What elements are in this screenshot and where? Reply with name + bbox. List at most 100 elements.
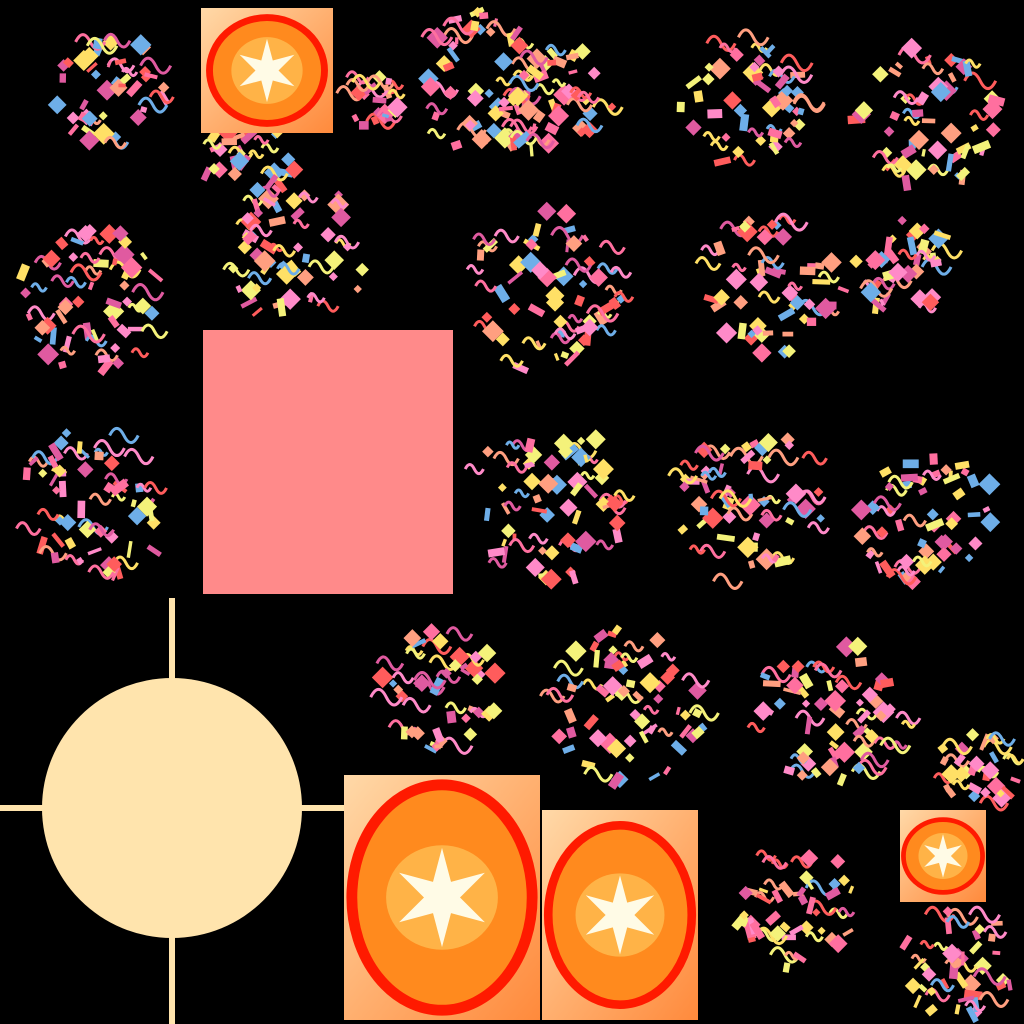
confetti-diamond bbox=[838, 874, 850, 887]
confetti-strip bbox=[797, 894, 809, 906]
confetti-strip bbox=[769, 95, 782, 109]
confetti-curl bbox=[988, 731, 1016, 747]
confetti-burst bbox=[47, 32, 175, 151]
confetti-diamond bbox=[240, 211, 262, 233]
confetti-strip bbox=[442, 61, 455, 72]
confetti-diamond bbox=[481, 320, 504, 343]
confetti-strip bbox=[459, 662, 469, 671]
confetti-diamond bbox=[481, 311, 493, 323]
confetti-strip bbox=[130, 499, 137, 508]
confetti-curl bbox=[667, 467, 698, 485]
explosion-frame-small bbox=[201, 8, 333, 133]
confetti-curl bbox=[1005, 753, 1024, 765]
confetti-curl bbox=[881, 163, 907, 178]
confetti-diamond bbox=[800, 849, 819, 868]
confetti-strip bbox=[764, 266, 782, 279]
confetti-burst bbox=[899, 905, 1013, 1024]
confetti-curl bbox=[519, 49, 549, 66]
confetti-strip bbox=[569, 569, 579, 585]
confetti-curl bbox=[613, 290, 635, 303]
confetti-diamond bbox=[924, 553, 942, 571]
confetti-diamond bbox=[723, 91, 742, 110]
confetti-diamond bbox=[736, 221, 758, 243]
confetti-strip bbox=[888, 66, 902, 78]
confetti-diamond bbox=[607, 102, 617, 112]
confetti-strip bbox=[758, 887, 769, 894]
confetti-strip bbox=[94, 451, 104, 461]
confetti-diamond bbox=[679, 709, 691, 721]
confetti-diamond bbox=[833, 741, 856, 763]
confetti-strip bbox=[740, 449, 756, 465]
confetti-curl bbox=[59, 345, 76, 356]
confetti-curl bbox=[886, 163, 903, 173]
confetti-curl bbox=[866, 547, 884, 558]
confetti-diamond bbox=[34, 319, 51, 336]
confetti-strip bbox=[937, 565, 946, 574]
confetti-curl bbox=[247, 271, 273, 286]
confetti-strip bbox=[513, 130, 532, 149]
confetti-curl bbox=[421, 638, 453, 655]
confetti-strip bbox=[235, 284, 243, 294]
confetti-diamond bbox=[690, 495, 708, 513]
confetti-burst bbox=[847, 37, 1006, 192]
confetti-diamond bbox=[551, 728, 568, 745]
confetti-diamond bbox=[898, 553, 915, 570]
confetti-strip bbox=[106, 60, 113, 68]
confetti-strip bbox=[483, 507, 491, 522]
confetti-strip bbox=[810, 767, 822, 779]
confetti-diamond bbox=[629, 708, 641, 721]
confetti-strip bbox=[450, 139, 463, 151]
confetti-strip bbox=[912, 109, 924, 118]
confetti-diamond bbox=[471, 129, 492, 150]
confetti-strip bbox=[47, 454, 59, 469]
confetti-curl bbox=[763, 878, 785, 891]
confetti-curl bbox=[130, 347, 150, 359]
confetti-strip bbox=[55, 308, 68, 325]
confetti-diamond bbox=[464, 119, 476, 131]
confetti-curl bbox=[131, 283, 165, 302]
confetti-curl bbox=[93, 439, 126, 457]
confetti-curl bbox=[585, 304, 620, 323]
confetti-diamond bbox=[860, 282, 881, 303]
confetti-diamond bbox=[386, 96, 408, 118]
confetti-strip bbox=[118, 83, 126, 88]
confetti-diamond bbox=[469, 650, 483, 664]
confetti-diamond bbox=[565, 640, 587, 662]
confetti-strip bbox=[971, 929, 981, 941]
confetti-curl bbox=[660, 652, 677, 662]
confetti-diamond bbox=[134, 297, 152, 315]
confetti-curl bbox=[902, 513, 927, 528]
confetti-diamond bbox=[477, 643, 497, 663]
confetti-diamond bbox=[713, 289, 730, 306]
confetti-strip bbox=[240, 296, 258, 309]
confetti-diamond bbox=[580, 318, 599, 337]
confetti-strip bbox=[358, 121, 369, 130]
confetti-diamond bbox=[592, 458, 614, 480]
confetti-strip bbox=[62, 57, 74, 69]
confetti-diamond bbox=[980, 512, 1001, 533]
confetti-curl bbox=[757, 225, 780, 238]
confetti-diamond bbox=[872, 701, 895, 724]
confetti-curl bbox=[544, 43, 567, 57]
confetti-strip bbox=[906, 236, 918, 256]
confetti-strip bbox=[713, 240, 726, 257]
confetti-curl bbox=[710, 489, 743, 508]
confetti-curl bbox=[705, 34, 737, 52]
confetti-diamond bbox=[854, 742, 873, 762]
confetti-diamond bbox=[758, 433, 778, 453]
confetti-curl bbox=[556, 673, 585, 690]
confetti-curl bbox=[369, 687, 404, 707]
confetti-strip bbox=[1010, 776, 1021, 784]
confetti-strip bbox=[797, 107, 805, 116]
confetti-strip bbox=[429, 676, 445, 696]
confetti-curl bbox=[576, 90, 601, 104]
confetti-diamond bbox=[540, 568, 562, 590]
confetti-diamond bbox=[942, 943, 962, 964]
confetti-diamond bbox=[53, 435, 69, 451]
confetti-diamond bbox=[897, 215, 907, 226]
confetti-curl bbox=[463, 463, 485, 476]
confetti-curl bbox=[760, 508, 783, 522]
confetti-curl bbox=[709, 140, 729, 152]
confetti-diamond bbox=[20, 287, 31, 299]
confetti-diamond bbox=[47, 95, 67, 115]
